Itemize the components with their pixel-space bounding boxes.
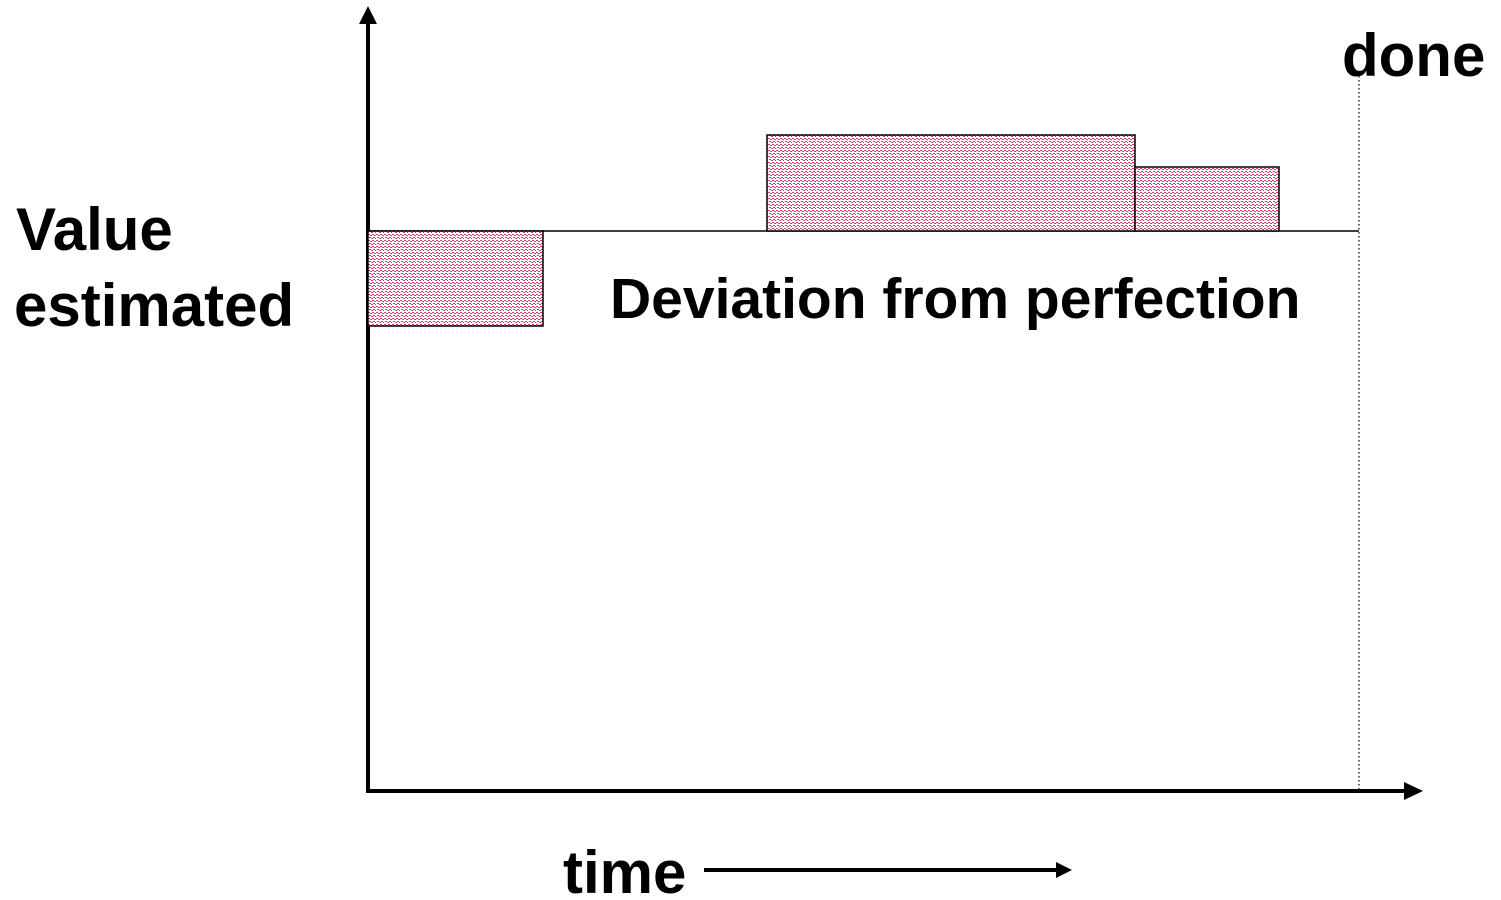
arrow-up-icon [359,6,377,24]
deviation-label: Deviation from perfection [610,267,1300,331]
deviation-block-middle [766,134,1136,232]
x-axis-label: time [563,839,686,900]
done-label: done [1342,22,1485,89]
arrow-right-icon [1404,782,1423,800]
y-axis-label-line2: estimated [14,272,294,339]
deviation-block-late [1134,166,1280,232]
arrow-right-icon [1056,862,1072,878]
deviation-block-early [367,230,544,327]
y-axis-label-line1: Value [16,196,173,263]
